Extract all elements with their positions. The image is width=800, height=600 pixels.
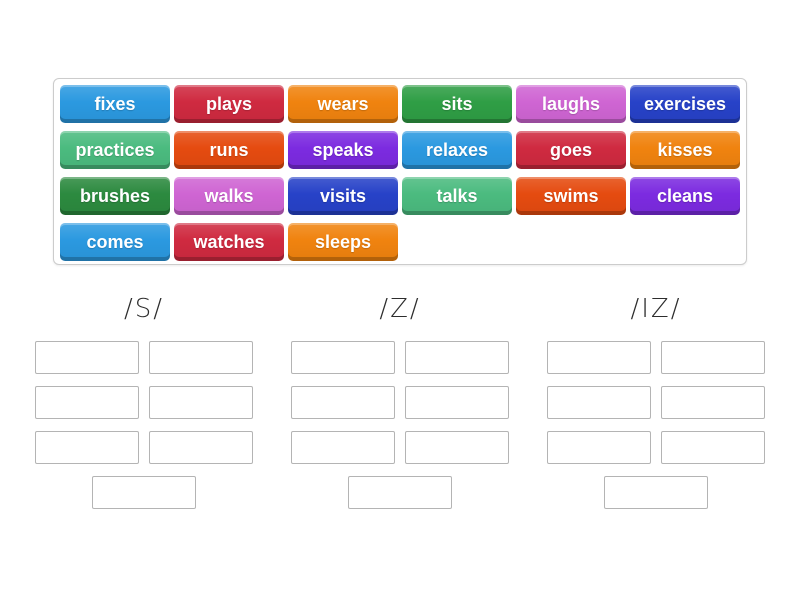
tile-tray: fixes plays wears sits laughs exercises practi…: [53, 78, 747, 265]
sort-board: /S/ /Z/ /IZ/: [35, 294, 765, 509]
tile-walks[interactable]: walks: [174, 177, 284, 215]
drop-slot[interactable]: [149, 386, 253, 419]
tile-laughs[interactable]: laughs: [516, 85, 626, 123]
drop-slot[interactable]: [291, 341, 395, 374]
drop-slot[interactable]: [661, 431, 765, 464]
tile-goes[interactable]: goes: [516, 131, 626, 169]
tile-fixes[interactable]: fixes: [60, 85, 170, 123]
tile-wears[interactable]: wears: [288, 85, 398, 123]
slot-grid: [291, 341, 509, 509]
group-label: /S/: [123, 294, 165, 324]
tile-cleans[interactable]: cleans: [630, 177, 740, 215]
tile-sleeps[interactable]: sleeps: [288, 223, 398, 261]
drop-slot[interactable]: [405, 386, 509, 419]
tile-sits[interactable]: sits: [402, 85, 512, 123]
tile-runs[interactable]: runs: [174, 131, 284, 169]
tile-kisses[interactable]: kisses: [630, 131, 740, 169]
drop-slot[interactable]: [35, 386, 139, 419]
drop-slot[interactable]: [405, 341, 509, 374]
tile-watches[interactable]: watches: [174, 223, 284, 261]
drop-slot[interactable]: [547, 341, 651, 374]
drop-slot[interactable]: [35, 341, 139, 374]
group-label: /Z/: [379, 294, 421, 324]
drop-slot[interactable]: [661, 341, 765, 374]
tile-brushes[interactable]: brushes: [60, 177, 170, 215]
tile-relaxes[interactable]: relaxes: [402, 131, 512, 169]
tile-exercises[interactable]: exercises: [630, 85, 740, 123]
drop-slot[interactable]: [547, 431, 651, 464]
tile-practices[interactable]: practices: [60, 131, 170, 169]
tile-swims[interactable]: swims: [516, 177, 626, 215]
drop-slot[interactable]: [405, 431, 509, 464]
group-label: /IZ/: [630, 294, 682, 324]
category-group-2: /IZ/: [547, 294, 765, 509]
drop-slot[interactable]: [149, 341, 253, 374]
drop-slot[interactable]: [291, 386, 395, 419]
drop-slot[interactable]: [35, 431, 139, 464]
tile-comes[interactable]: comes: [60, 223, 170, 261]
drop-slot[interactable]: [149, 431, 253, 464]
drop-slot[interactable]: [547, 386, 651, 419]
tile-visits[interactable]: visits: [288, 177, 398, 215]
tile-speaks[interactable]: speaks: [288, 131, 398, 169]
drop-slot[interactable]: [604, 476, 708, 509]
tile-talks[interactable]: talks: [402, 177, 512, 215]
drop-slot[interactable]: [291, 431, 395, 464]
slot-grid: [547, 341, 765, 509]
drop-slot[interactable]: [92, 476, 196, 509]
category-group-1: /Z/: [291, 294, 509, 509]
slot-grid: [35, 341, 253, 509]
drop-slot[interactable]: [348, 476, 452, 509]
tile-plays[interactable]: plays: [174, 85, 284, 123]
category-group-0: /S/: [35, 294, 253, 509]
drop-slot[interactable]: [661, 386, 765, 419]
